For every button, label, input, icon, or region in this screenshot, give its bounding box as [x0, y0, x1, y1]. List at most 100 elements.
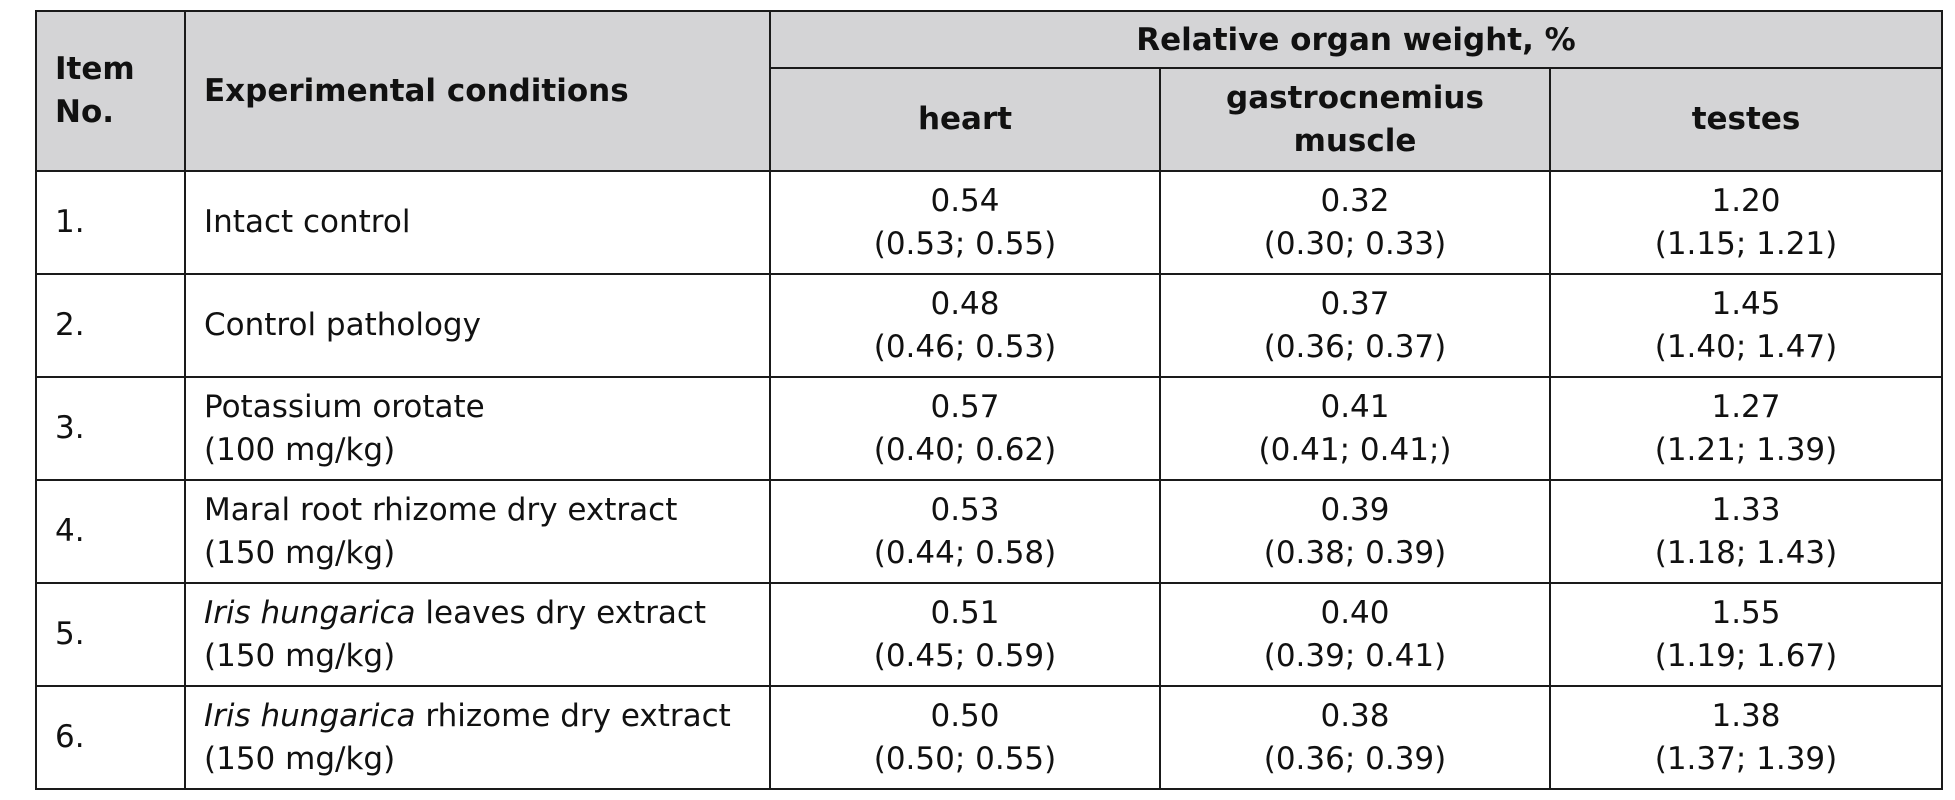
condition-text: Maral root rhizome dry extract — [204, 491, 678, 528]
cell-heart: 0.57 (0.40; 0.62) — [769, 376, 1161, 481]
cell-heart: 0.54 (0.53; 0.55) — [769, 170, 1161, 275]
median-value: 0.37 — [1320, 285, 1390, 322]
cell-testes: 1.38 (1.37; 1.39) — [1549, 685, 1943, 790]
header-heart-label: heart — [917, 101, 1013, 137]
header-row-group: Item No. Experimental conditions Relativ… — [35, 10, 1943, 172]
interquartile-range: (1.40; 1.47) — [1654, 328, 1838, 365]
condition-species-name: Iris hungarica — [204, 594, 416, 631]
cell-heart: 0.50 (0.50; 0.55) — [769, 685, 1161, 790]
table-row: 3. Potassium orotate (100 mg/kg) 0.57 (0.40;… — [35, 376, 1943, 481]
condition-text: rhizome dry extract — [415, 697, 731, 734]
header-item-no: Item No. — [35, 10, 186, 172]
interquartile-range: (1.21; 1.39) — [1654, 431, 1838, 468]
cell-gastrocnemius-muscle: 0.39 (0.38; 0.39) — [1159, 479, 1551, 584]
row-item-number: 1. — [35, 170, 186, 275]
interquartile-range: (0.39; 0.41) — [1263, 637, 1447, 674]
condition-line: (150 mg/kg) — [204, 635, 769, 678]
table-row: 6. Iris hungarica rhizome dry extract (150… — [35, 685, 1943, 790]
condition-text: leaves dry extract — [415, 594, 707, 631]
median-value: 1.33 — [1711, 491, 1781, 528]
condition-line: (100 mg/kg) — [204, 429, 769, 472]
condition-line: Maral root rhizome dry extract — [204, 489, 769, 532]
row-experimental-condition: Control pathology — [184, 273, 771, 378]
condition-line: (150 mg/kg) — [204, 738, 769, 781]
condition-line: Intact control — [204, 201, 769, 244]
cell-heart: 0.53 (0.44; 0.58) — [769, 479, 1161, 584]
table-row: 4. Maral root rhizome dry extract (150 mg/… — [35, 479, 1943, 584]
organ-weight-table: Item No. Experimental conditions Relativ… — [35, 10, 1943, 790]
condition-line: Control pathology — [204, 304, 769, 347]
interquartile-range: (0.40; 0.62) — [873, 431, 1057, 468]
median-value: 0.54 — [930, 182, 1000, 219]
interquartile-range: (0.50; 0.55) — [873, 740, 1057, 777]
header-row-columns: heart gastrocnemius muscle testes — [36, 67, 1943, 172]
interquartile-range: (1.15; 1.21) — [1654, 225, 1838, 262]
header-item-no-line1: Item — [55, 51, 135, 87]
median-value: 1.20 — [1711, 182, 1781, 219]
header-heart: heart — [769, 67, 1161, 172]
cell-testes: 1.45 (1.40; 1.47) — [1549, 273, 1943, 378]
interquartile-range: (0.46; 0.53) — [873, 328, 1057, 365]
median-value: 1.55 — [1711, 594, 1781, 631]
interquartile-range: (1.19; 1.67) — [1654, 637, 1838, 674]
median-value: 1.38 — [1711, 697, 1781, 734]
condition-text: Control pathology — [204, 307, 481, 343]
table-row: 2. Control pathology 0.48 (0.46; 0.53) 0.37 (… — [35, 273, 1943, 378]
cell-gastrocnemius-muscle: 0.37 (0.36; 0.37) — [1159, 273, 1551, 378]
condition-line: (150 mg/kg) — [204, 532, 769, 575]
condition-text: (150 mg/kg) — [204, 534, 396, 571]
row-experimental-condition: Intact control — [184, 170, 771, 275]
table-row: 5. Iris hungarica leaves dry extract (150 … — [35, 582, 1943, 687]
interquartile-range: (0.38; 0.39) — [1263, 534, 1447, 571]
interquartile-range: (0.44; 0.58) — [873, 534, 1057, 571]
cell-gastrocnemius-muscle: 0.32 (0.30; 0.33) — [1159, 170, 1551, 275]
interquartile-range: (1.37; 1.39) — [1654, 740, 1838, 777]
cell-gastrocnemius-muscle: 0.41 (0.41; 0.41;) — [1159, 376, 1551, 481]
interquartile-range: (0.53; 0.55) — [873, 225, 1057, 262]
row-item-number: 2. — [35, 273, 186, 378]
cell-testes: 1.27 (1.21; 1.39) — [1549, 376, 1943, 481]
median-value: 0.38 — [1320, 697, 1390, 734]
header-gastrocnemius-line2: muscle — [1293, 122, 1417, 159]
condition-text: (150 mg/kg) — [204, 740, 396, 777]
cell-testes: 1.33 (1.18; 1.43) — [1549, 479, 1943, 584]
table-body: 1. Intact control 0.54 (0.53; 0.55) 0.32 (0.3… — [35, 170, 1943, 790]
cell-heart: 0.51 (0.45; 0.59) — [769, 582, 1161, 687]
cell-testes: 1.20 (1.15; 1.21) — [1549, 170, 1943, 275]
interquartile-range: (0.36; 0.37) — [1263, 328, 1447, 365]
header-experimental-conditions: Experimental conditions — [184, 10, 771, 172]
median-value: 0.41 — [1320, 388, 1390, 425]
median-value: 1.45 — [1711, 285, 1781, 322]
row-experimental-condition: Iris hungarica leaves dry extract (150 mg… — [184, 582, 771, 687]
row-experimental-condition: Maral root rhizome dry extract (150 mg/kg… — [184, 479, 771, 584]
header-item-no-line2: No. — [55, 94, 115, 130]
condition-text: Potassium orotate — [204, 388, 485, 425]
row-experimental-condition: Iris hungarica rhizome dry extract (150 m… — [184, 685, 771, 790]
median-value: 0.48 — [930, 285, 1000, 322]
cell-gastrocnemius-muscle: 0.40 (0.39; 0.41) — [1159, 582, 1551, 687]
table-row: 1. Intact control 0.54 (0.53; 0.55) 0.32 (0.3… — [35, 170, 1943, 275]
header-gastrocnemius-muscle: gastrocnemius muscle — [1159, 67, 1551, 172]
median-value: 0.51 — [930, 594, 1000, 631]
row-item-number: 3. — [35, 376, 186, 481]
median-value: 0.57 — [930, 388, 1000, 425]
median-value: 0.39 — [1320, 491, 1390, 528]
condition-line: Potassium orotate — [204, 386, 769, 429]
condition-text: Intact control — [204, 204, 411, 240]
condition-text: (100 mg/kg) — [204, 431, 396, 468]
interquartile-range: (1.18; 1.43) — [1654, 534, 1838, 571]
interquartile-range: (0.30; 0.33) — [1263, 225, 1447, 262]
header-testes-label: testes — [1691, 101, 1801, 137]
condition-species-name: Iris hungarica — [204, 697, 416, 734]
header-testes: testes — [1549, 67, 1943, 172]
interquartile-range: (0.36; 0.39) — [1263, 740, 1447, 777]
interquartile-range: (0.45; 0.59) — [873, 637, 1057, 674]
row-experimental-condition: Potassium orotate (100 mg/kg) — [184, 376, 771, 481]
cell-gastrocnemius-muscle: 0.38 (0.36; 0.39) — [1159, 685, 1551, 790]
header-relative-organ-weight: Relative organ weight, % — [769, 10, 1943, 69]
median-value: 0.53 — [930, 491, 1000, 528]
median-value: 0.50 — [930, 697, 1000, 734]
cell-heart: 0.48 (0.46; 0.53) — [769, 273, 1161, 378]
median-value: 0.40 — [1320, 594, 1390, 631]
interquartile-range: (0.41; 0.41;) — [1258, 431, 1452, 468]
